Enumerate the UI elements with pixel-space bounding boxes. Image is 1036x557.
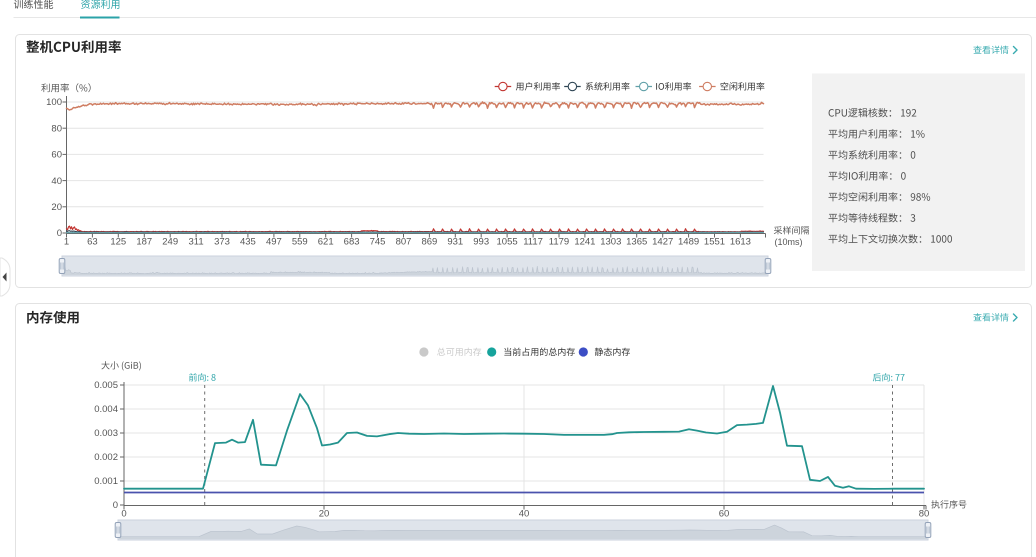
svg-text:1427: 1427: [652, 237, 673, 248]
svg-text:0: 0: [57, 228, 62, 239]
svg-text:1365: 1365: [626, 237, 647, 248]
svg-text:0: 0: [121, 509, 126, 520]
svg-text:373: 373: [214, 237, 230, 248]
svg-text:0.003: 0.003: [94, 428, 118, 439]
svg-text:1489: 1489: [678, 237, 699, 248]
svg-text:1055: 1055: [497, 237, 518, 248]
svg-text:0.001: 0.001: [94, 476, 118, 487]
svg-text:125: 125: [110, 237, 126, 248]
svg-text:60: 60: [51, 150, 62, 161]
svg-text:869: 869: [421, 237, 437, 248]
svg-text:20: 20: [51, 202, 62, 213]
svg-text:1117: 1117: [523, 237, 543, 248]
svg-text:0.005: 0.005: [94, 380, 118, 391]
svg-text:497: 497: [266, 237, 282, 248]
svg-text:1303: 1303: [600, 237, 621, 248]
svg-text:311: 311: [189, 237, 204, 248]
svg-text:1551: 1551: [704, 237, 725, 248]
svg-text:80: 80: [51, 123, 62, 134]
svg-text:807: 807: [396, 237, 412, 248]
svg-text:40: 40: [519, 509, 530, 520]
svg-text:249: 249: [162, 237, 178, 248]
svg-text:187: 187: [136, 237, 152, 248]
svg-text:931: 931: [447, 237, 463, 248]
svg-text:0.002: 0.002: [94, 452, 118, 463]
svg-text:435: 435: [240, 237, 256, 248]
svg-text:621: 621: [318, 237, 334, 248]
svg-text:0.004: 0.004: [94, 404, 118, 415]
svg-text:1241: 1241: [574, 237, 595, 248]
svg-text:0: 0: [113, 500, 118, 511]
svg-text:40: 40: [51, 176, 62, 187]
svg-text:1: 1: [64, 237, 69, 248]
svg-text:559: 559: [292, 237, 308, 248]
svg-text:80: 80: [919, 509, 930, 520]
svg-text:60: 60: [719, 509, 730, 520]
svg-text:(10ms): (10ms): [775, 237, 803, 247]
svg-text:20: 20: [319, 509, 330, 520]
svg-text:63: 63: [87, 237, 98, 248]
svg-text:100: 100: [46, 97, 62, 108]
svg-text:745: 745: [370, 237, 386, 248]
svg-text:683: 683: [344, 237, 360, 248]
svg-text:1179: 1179: [549, 237, 569, 248]
svg-text:1613: 1613: [730, 237, 751, 248]
svg-text:993: 993: [473, 237, 489, 248]
